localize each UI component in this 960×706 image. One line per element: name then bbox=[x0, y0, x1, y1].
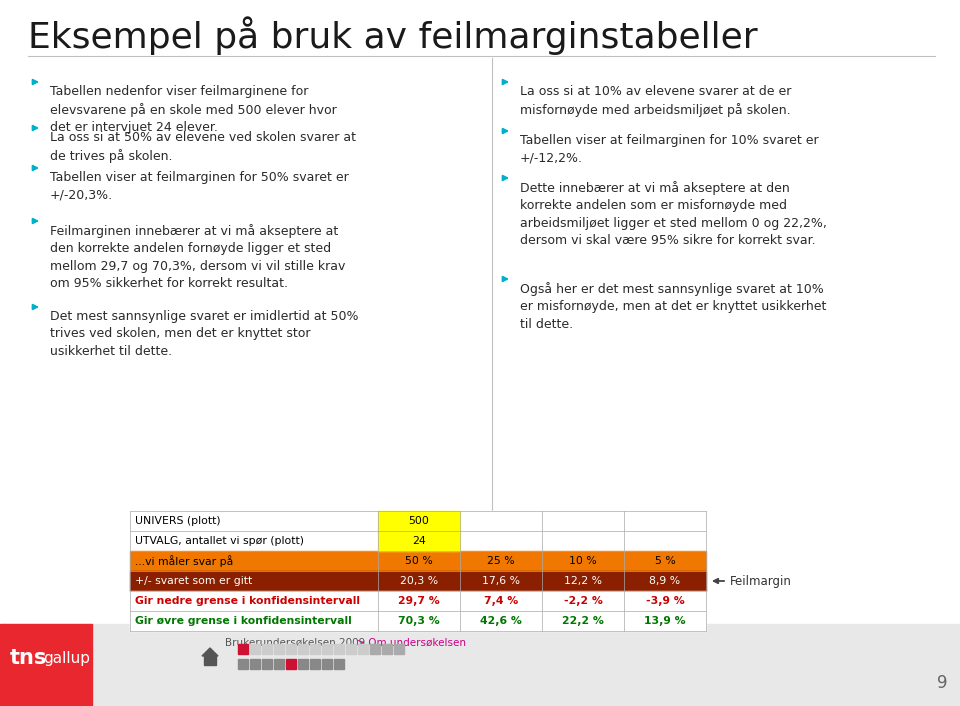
Bar bbox=[238, 659, 248, 669]
Bar bbox=[130, 551, 706, 571]
Text: -3,9 %: -3,9 % bbox=[646, 596, 684, 606]
Text: Gir øvre grense i konfidensintervall: Gir øvre grense i konfidensintervall bbox=[135, 616, 351, 626]
Bar bbox=[130, 611, 706, 631]
Bar bbox=[204, 656, 216, 665]
Polygon shape bbox=[202, 648, 218, 656]
Text: +/- svaret som er gitt: +/- svaret som er gitt bbox=[135, 576, 252, 586]
Bar bbox=[274, 644, 284, 654]
Bar bbox=[262, 644, 272, 654]
Text: -2,2 %: -2,2 % bbox=[564, 596, 603, 606]
Bar bbox=[298, 659, 308, 669]
Text: 8,9 %: 8,9 % bbox=[649, 576, 681, 586]
Text: Eksempel på bruk av feilmarginstabeller: Eksempel på bruk av feilmarginstabeller bbox=[28, 16, 757, 55]
Text: Det mest sannsynlige svaret er imidlertid at 50%
trives ved skolen, men det er k: Det mest sannsynlige svaret er imidlerti… bbox=[50, 310, 358, 358]
Bar bbox=[250, 659, 260, 669]
Text: 24: 24 bbox=[412, 536, 426, 546]
Bar bbox=[382, 644, 392, 654]
Bar bbox=[334, 659, 344, 669]
Bar bbox=[0, 624, 92, 706]
Text: La oss si at 50% av elevene ved skolen svarer at
de trives på skolen.: La oss si at 50% av elevene ved skolen s… bbox=[50, 131, 356, 163]
Text: 22,2 %: 22,2 % bbox=[562, 616, 604, 626]
Text: 25 %: 25 % bbox=[487, 556, 515, 566]
Bar bbox=[310, 659, 320, 669]
Text: 70,3 %: 70,3 % bbox=[398, 616, 440, 626]
Bar bbox=[322, 659, 332, 669]
Bar bbox=[346, 644, 356, 654]
Text: tns: tns bbox=[10, 648, 47, 668]
Bar bbox=[130, 511, 706, 531]
Bar bbox=[130, 591, 706, 611]
Text: Tabellen nedenfor viser feilmarginene for
elevsvarene på en skole med 500 elever: Tabellen nedenfor viser feilmarginene fo… bbox=[50, 85, 337, 134]
Text: 9: 9 bbox=[937, 674, 947, 692]
Bar bbox=[394, 644, 404, 654]
Text: Tabellen viser at feilmarginen for 50% svaret er
+/-20,3%.: Tabellen viser at feilmarginen for 50% s… bbox=[50, 171, 348, 201]
Bar bbox=[238, 644, 248, 654]
Text: Brukerundersøkelsen 2009: Brukerundersøkelsen 2009 bbox=[225, 638, 365, 648]
Bar bbox=[0, 624, 960, 706]
Text: 50 %: 50 % bbox=[405, 556, 433, 566]
Text: 10 %: 10 % bbox=[569, 556, 597, 566]
Text: La oss si at 10% av elevene svarer at de er
misfornøyde med arbeidsmiljøet på sk: La oss si at 10% av elevene svarer at de… bbox=[520, 85, 791, 117]
Text: Feilmargin: Feilmargin bbox=[730, 575, 792, 587]
Text: 42,6 %: 42,6 % bbox=[480, 616, 522, 626]
Bar bbox=[298, 644, 308, 654]
Bar bbox=[334, 644, 344, 654]
Bar bbox=[358, 644, 368, 654]
Text: 17,6 %: 17,6 % bbox=[482, 576, 520, 586]
Bar bbox=[310, 644, 320, 654]
Text: 5 %: 5 % bbox=[655, 556, 676, 566]
Bar bbox=[286, 644, 296, 654]
Bar bbox=[130, 571, 706, 591]
Bar bbox=[370, 644, 380, 654]
Text: 13,9 %: 13,9 % bbox=[644, 616, 685, 626]
Bar bbox=[274, 659, 284, 669]
Bar bbox=[378, 531, 460, 551]
Bar bbox=[262, 659, 272, 669]
Text: 500: 500 bbox=[409, 516, 429, 526]
Bar bbox=[378, 511, 460, 531]
Text: 20,3 %: 20,3 % bbox=[400, 576, 438, 586]
Bar bbox=[286, 659, 296, 669]
Text: ...vi måler svar på: ...vi måler svar på bbox=[135, 555, 233, 567]
Text: Dette innebærer at vi må akseptere at den
korrekte andelen som er misfornøyde me: Dette innebærer at vi må akseptere at de… bbox=[520, 181, 827, 248]
Text: Tabellen viser at feilmarginen for 10% svaret er
+/-12,2%.: Tabellen viser at feilmarginen for 10% s… bbox=[520, 134, 819, 164]
Text: 12,2 %: 12,2 % bbox=[564, 576, 602, 586]
Text: Også her er det mest sannsynlige svaret at 10%
er misfornøyde, men at det er kny: Også her er det mest sannsynlige svaret … bbox=[520, 282, 827, 331]
Text: Gir nedre grense i konfidensintervall: Gir nedre grense i konfidensintervall bbox=[135, 596, 360, 606]
Bar bbox=[130, 531, 706, 551]
Text: UNIVERS (plott): UNIVERS (plott) bbox=[135, 516, 221, 526]
Text: > Om undersøkelsen: > Om undersøkelsen bbox=[353, 638, 466, 648]
Bar bbox=[250, 644, 260, 654]
Text: Feilmarginen innebærer at vi må akseptere at
den korrekte andelen fornøyde ligge: Feilmarginen innebærer at vi må aksepter… bbox=[50, 224, 346, 290]
Bar bbox=[322, 644, 332, 654]
Text: gallup: gallup bbox=[43, 650, 90, 666]
Text: UTVALG, antallet vi spør (plott): UTVALG, antallet vi spør (plott) bbox=[135, 536, 304, 546]
Text: 7,4 %: 7,4 % bbox=[484, 596, 518, 606]
Text: 29,7 %: 29,7 % bbox=[398, 596, 440, 606]
